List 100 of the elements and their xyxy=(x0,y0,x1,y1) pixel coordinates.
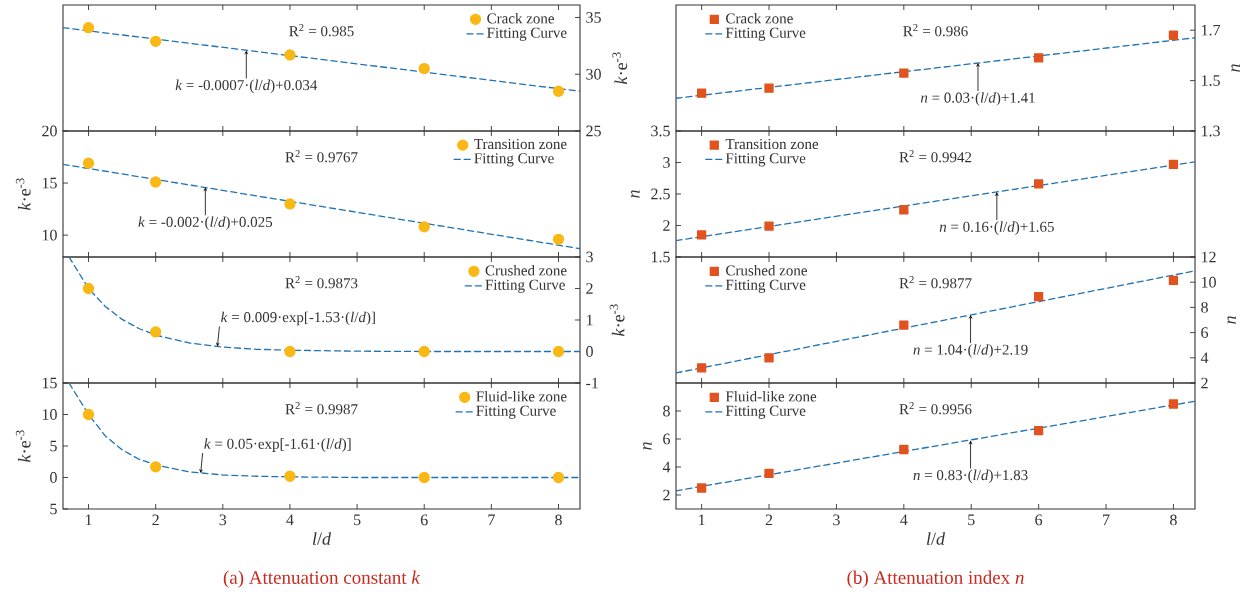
x-tick-label: 2 xyxy=(765,514,773,526)
point xyxy=(82,282,95,295)
point xyxy=(418,221,430,233)
point xyxy=(150,326,162,338)
y-axis-title: k·e$^{-3}$ xyxy=(612,52,628,85)
point xyxy=(1033,425,1044,436)
annotation: R$^{2}$ = 0.9767 xyxy=(285,150,358,163)
x-tick-label: 6 xyxy=(1035,514,1043,526)
annotation: R$^{2}$ = 0.985 xyxy=(289,24,354,37)
point xyxy=(82,22,95,34)
point xyxy=(764,83,774,93)
annotation: R$^{2}$ = 0.9873 xyxy=(285,276,358,289)
point xyxy=(284,49,296,61)
y-tick-label: 6 xyxy=(663,433,671,445)
annotation: k = -0.002·(l/d)+0.025 xyxy=(138,216,273,231)
annotation: k = -0.0007·(l/d)+0.034 xyxy=(175,79,318,94)
point xyxy=(552,345,565,358)
point xyxy=(899,205,909,215)
point xyxy=(899,444,909,455)
point xyxy=(150,461,162,473)
point xyxy=(552,233,565,245)
legend-label: Crushed zone xyxy=(726,264,807,276)
annotation: R$^{2}$ = 0.986 xyxy=(903,24,968,37)
point xyxy=(1168,30,1179,40)
y-tick-label: 10 xyxy=(42,409,57,420)
y-tick-label: 3.5 xyxy=(651,125,670,137)
x-tick-label: 5 xyxy=(968,514,975,526)
point xyxy=(764,468,774,478)
x-tick-label: 4 xyxy=(900,514,908,526)
point xyxy=(418,471,430,484)
y-tick-label: 35 xyxy=(586,12,601,23)
y-tick-label: 2 xyxy=(663,489,670,501)
x-tick-label: 8 xyxy=(1170,514,1177,526)
y-axis-title: k·e$^{-3}$ xyxy=(609,304,625,337)
y-tick-label: 0 xyxy=(586,346,593,357)
point xyxy=(284,345,296,358)
y-tick-label: 3 xyxy=(586,251,593,263)
legend-label: Fitting Curve xyxy=(725,405,806,419)
point xyxy=(1168,159,1179,170)
annotation: n = 1.04·(l/d)+2.19 xyxy=(913,344,1028,358)
legend-label: Transition zone xyxy=(725,138,819,150)
point xyxy=(284,470,296,482)
y-tick-label: 12 xyxy=(1201,251,1216,263)
y-tick-label: 6 xyxy=(1201,327,1209,338)
y-axis-title: n xyxy=(631,190,640,198)
point xyxy=(552,471,565,484)
legend-label: Fitting Curve xyxy=(487,27,567,41)
y-tick-label: 0 xyxy=(50,472,57,483)
x-tick-label: 1 xyxy=(85,514,92,526)
legend-label: Fluid-like zone xyxy=(725,390,817,402)
y-tick-label: 4 xyxy=(662,461,671,473)
legend-label: Crushed zone xyxy=(485,264,567,276)
x-tick-label: 4 xyxy=(286,514,294,526)
point xyxy=(1168,399,1179,409)
y-axis-title: k·e$^{-3}$ xyxy=(15,178,31,211)
x-tick-label: 8 xyxy=(555,514,562,526)
legend-label: Fitting Curve xyxy=(476,405,556,419)
y-tick-label: -1 xyxy=(586,377,598,389)
y-tick-label: 1 xyxy=(586,314,593,326)
text: (a) Attenuation constant k xyxy=(223,570,421,588)
legend-label: Fitting Curve xyxy=(725,27,806,41)
point xyxy=(418,345,430,358)
y-tick-label: 8 xyxy=(1201,302,1208,313)
point xyxy=(284,198,296,210)
annotation: R$^{2}$ = 0.9942 xyxy=(899,150,972,163)
point xyxy=(696,88,707,98)
x-tick-label: 2 xyxy=(152,514,159,526)
legend-label: Fitting Curve xyxy=(725,279,806,293)
point xyxy=(764,353,774,363)
y-tick-label: 2 xyxy=(586,283,593,294)
y-tick-label: 2 xyxy=(663,220,670,231)
point xyxy=(82,157,95,169)
y-tick-label: 30 xyxy=(586,68,601,80)
y-tick-label: 8 xyxy=(663,405,670,417)
y-tick-label: 5 xyxy=(50,503,57,515)
point xyxy=(764,221,774,231)
legend-label: Transition zone xyxy=(474,138,567,150)
y-tick-label: 1.5 xyxy=(651,251,670,263)
x-tick-label: 6 xyxy=(420,514,428,526)
annotation: R$^{2}$ = 0.9987 xyxy=(285,402,358,415)
legend-label: Fitting Curve xyxy=(485,279,565,293)
point xyxy=(696,230,707,240)
y-tick-label: 2.5 xyxy=(651,188,670,200)
point xyxy=(1033,179,1044,189)
point xyxy=(1168,275,1179,285)
x-tick-label: 7 xyxy=(488,514,495,526)
point xyxy=(1033,53,1044,63)
y-tick-label: 2 xyxy=(1201,377,1208,389)
y-tick-label: 10 xyxy=(1201,276,1216,288)
y-tick-label: 15 xyxy=(42,177,57,189)
y-tick-label: 1.5 xyxy=(1201,75,1220,86)
y-tick-label: 3 xyxy=(663,157,670,168)
y-tick-label: 1.3 xyxy=(1201,125,1220,137)
point xyxy=(1033,292,1044,302)
y-tick-label: 1.7 xyxy=(1201,24,1221,36)
annotation: n = 0.03·(l/d)+1.41 xyxy=(920,92,1035,106)
annotation: k = 0.05·exp[-1.61·(l/d)] xyxy=(204,438,351,452)
point xyxy=(696,483,707,493)
y-axis-title: k·e$^{-3}$ xyxy=(15,430,31,463)
annotation: n = 0.16·(l/d)+1.65 xyxy=(939,221,1054,235)
